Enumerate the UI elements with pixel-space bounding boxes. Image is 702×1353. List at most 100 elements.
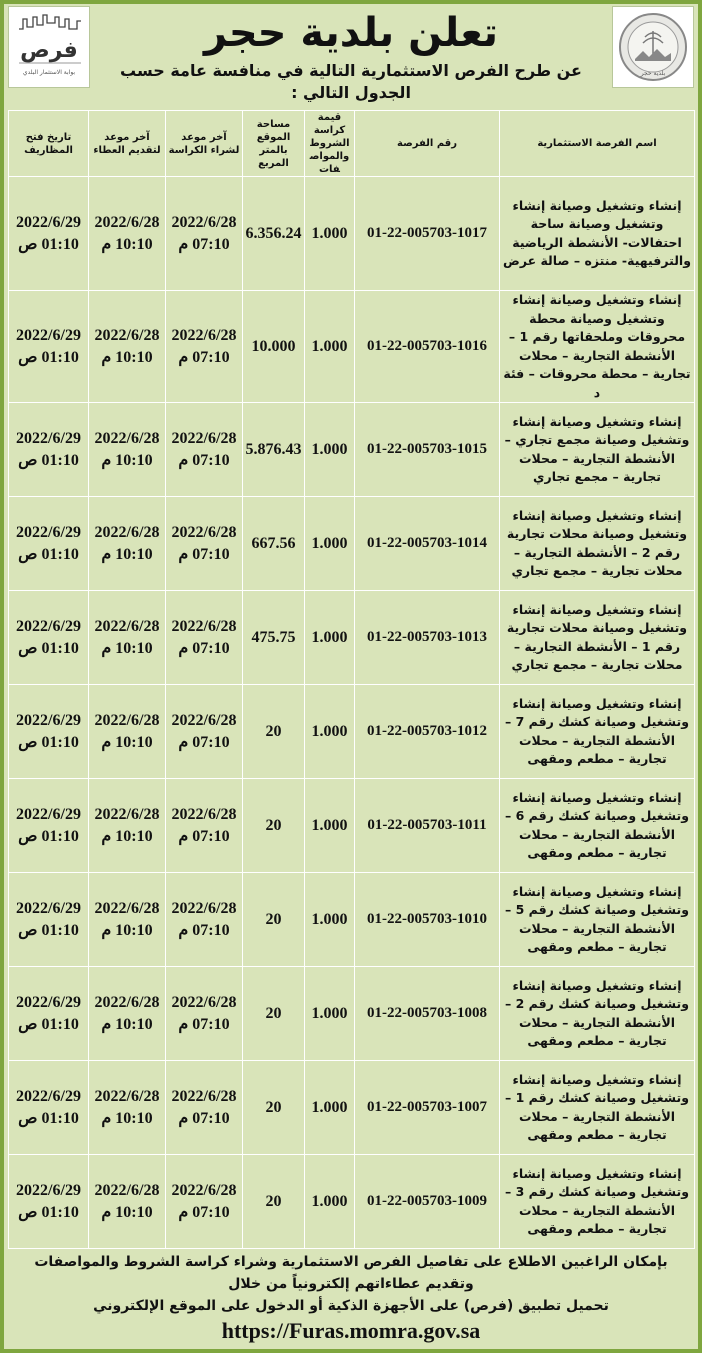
furas-logo: فرص بوابة الاستثمار البلدي <box>8 6 90 88</box>
purchase-deadline: 2022/6/28 07:10 م <box>165 872 243 967</box>
opportunity-number: 01-22-005703-1017 <box>354 176 500 291</box>
opportunity-number: 01-22-005703-1008 <box>354 966 500 1061</box>
open-deadline: 2022/6/29 01:10 ص <box>8 176 89 291</box>
submit-deadline: 2022/6/28 10:10 م <box>88 966 166 1061</box>
submit-deadline: 2022/6/28 10:10 م <box>88 176 166 291</box>
opportunity-name: إنشاء وتشغيل وصيانة إنشاء وتشغيل وصيانة … <box>499 1154 695 1249</box>
submit-deadline: 2022/6/28 10:10 م <box>88 402 166 497</box>
submit-deadline: 2022/6/28 10:10 م <box>88 778 166 873</box>
svg-text:بلدية حجر: بلدية حجر <box>640 70 666 77</box>
footer-line-2: تحميل تطبيق (فرص) على الأجهزة الذكية أو … <box>93 1298 609 1343</box>
footer-line-1: بإمكان الراغبين الاطلاع على تفاصيل الفرص… <box>34 1254 668 1292</box>
booklet-value: 1.000 <box>304 1060 355 1155</box>
purchase-deadline: 2022/6/28 07:10 م <box>165 290 243 403</box>
submit-deadline: 2022/6/28 10:10 م <box>88 496 166 591</box>
site-area: 20 <box>242 1060 305 1155</box>
header: فرص بوابة الاستثمار البلدي تعلن بلدية حج… <box>4 4 698 104</box>
opportunity-name: إنشاء وتشغيل وصيانة إنشاء وتشغيل وصيانة … <box>499 496 695 591</box>
site-area: 20 <box>242 684 305 779</box>
open-deadline: 2022/6/29 01:10 ص <box>8 496 89 591</box>
column-header: رقم الفرصة <box>354 110 500 177</box>
booklet-value: 1.000 <box>304 590 355 685</box>
site-area: 10.000 <box>242 290 305 403</box>
advertisement: فرص بوابة الاستثمار البلدي تعلن بلدية حج… <box>4 4 698 1349</box>
opportunity-number: 01-22-005703-1013 <box>354 590 500 685</box>
svg-text:بوابة الاستثمار البلدي: بوابة الاستثمار البلدي <box>23 69 76 76</box>
column-header: تاريخ فتح المظاريف <box>8 110 89 177</box>
submit-deadline: 2022/6/28 10:10 م <box>88 1060 166 1155</box>
opportunity-name: إنشاء وتشغيل وصيانة إنشاء وتشغيل وصيانة … <box>499 966 695 1061</box>
heading: تعلن بلدية حجر عن طرح الفرص الاستثمارية … <box>90 6 612 104</box>
site-area: 20 <box>242 1154 305 1249</box>
purchase-deadline: 2022/6/28 07:10 م <box>165 590 243 685</box>
open-deadline: 2022/6/29 01:10 ص <box>8 966 89 1061</box>
table-row: إنشاء وتشغيل وصيانة إنشاء وتشغيل وصيانة … <box>8 966 695 1061</box>
website-link[interactable]: https://Furas.momra.gov.sa <box>221 1318 481 1343</box>
table-row: إنشاء وتشغيل وصيانة إنشاء وتشغيل وصيانة … <box>8 590 695 685</box>
table-row: إنشاء وتشغيل وصيانة إنشاء وتشغيل وصيانة … <box>8 176 695 291</box>
open-deadline: 2022/6/29 01:10 ص <box>8 290 89 403</box>
opportunity-name: إنشاء وتشغيل وصيانة إنشاء وتشغيل وصيانة … <box>499 872 695 967</box>
table-row: إنشاء وتشغيل وصيانة إنشاء وتشغيل وصيانة … <box>8 402 695 497</box>
submit-deadline: 2022/6/28 10:10 م <box>88 872 166 967</box>
table-row: إنشاء وتشغيل وصيانة إنشاء وتشغيل وصيانة … <box>8 684 695 779</box>
column-header: مساحة الموقع بالمتر المربع <box>242 110 305 177</box>
open-deadline: 2022/6/29 01:10 ص <box>8 778 89 873</box>
purchase-deadline: 2022/6/28 07:10 م <box>165 684 243 779</box>
opportunity-name: إنشاء وتشغيل وصيانة إنشاء وتشغيل وصيانة … <box>499 590 695 685</box>
opportunities-table: اسم الفرصة الاستثمارية رقم الفرصة قيمة كرا… <box>8 110 695 1249</box>
table-row: إنشاء وتشغيل وصيانة إنشاء وتشغيل وصيانة … <box>8 290 695 403</box>
page-subtitle: عن طرح الفرص الاستثمارية التالية في مناف… <box>120 61 582 102</box>
page-title: تعلن بلدية حجر <box>203 10 499 56</box>
opportunity-name: إنشاء وتشغيل وصيانة إنشاء وتشغيل وصيانة … <box>499 778 695 873</box>
footer: بإمكان الراغبين الاطلاع على تفاصيل الفرص… <box>4 1249 698 1349</box>
column-header: آخر موعد لشراء الكراسة <box>165 110 243 177</box>
booklet-value: 1.000 <box>304 402 355 497</box>
svg-text:فرص: فرص <box>20 38 78 63</box>
submit-deadline: 2022/6/28 10:10 م <box>88 684 166 779</box>
opportunity-number: 01-22-005703-1011 <box>354 778 500 873</box>
column-header: آخر موعد لتقديم العطاء <box>88 110 166 177</box>
booklet-value: 1.000 <box>304 684 355 779</box>
site-area: 20 <box>242 966 305 1061</box>
table-row: إنشاء وتشغيل وصيانة إنشاء وتشغيل وصيانة … <box>8 1154 695 1249</box>
opportunity-number: 01-22-005703-1007 <box>354 1060 500 1155</box>
opportunity-name: إنشاء وتشغيل وصيانة إنشاء وتشغيل وصيانة … <box>499 402 695 497</box>
opportunity-name: إنشاء وتشغيل وصيانة إنشاء وتشغيل وصيانة … <box>499 176 695 291</box>
open-deadline: 2022/6/29 01:10 ص <box>8 1154 89 1249</box>
opportunity-name: إنشاء وتشغيل وصيانة إنشاء وتشغيل وصيانة … <box>499 290 695 403</box>
opportunity-number: 01-22-005703-1009 <box>354 1154 500 1249</box>
column-header: قيمة كراسة الشروط والمواصفات <box>304 110 355 177</box>
table-header-row: اسم الفرصة الاستثمارية رقم الفرصة قيمة كرا… <box>8 110 695 177</box>
booklet-value: 1.000 <box>304 496 355 591</box>
open-deadline: 2022/6/29 01:10 ص <box>8 872 89 967</box>
opportunity-number: 01-22-005703-1012 <box>354 684 500 779</box>
open-deadline: 2022/6/29 01:10 ص <box>8 1060 89 1155</box>
site-area: 20 <box>242 872 305 967</box>
opportunity-number: 01-22-005703-1014 <box>354 496 500 591</box>
booklet-value: 1.000 <box>304 872 355 967</box>
opportunity-name: إنشاء وتشغيل وصيانة إنشاء وتشغيل وصيانة … <box>499 1060 695 1155</box>
open-deadline: 2022/6/29 01:10 ص <box>8 402 89 497</box>
table-row: إنشاء وتشغيل وصيانة إنشاء وتشغيل وصيانة … <box>8 778 695 873</box>
purchase-deadline: 2022/6/28 07:10 م <box>165 966 243 1061</box>
purchase-deadline: 2022/6/28 07:10 م <box>165 1154 243 1249</box>
site-area: 5.876.43 <box>242 402 305 497</box>
column-header: اسم الفرصة الاستثمارية <box>499 110 695 177</box>
site-area: 6.356.24 <box>242 176 305 291</box>
opportunity-number: 01-22-005703-1016 <box>354 290 500 403</box>
site-area: 475.75 <box>242 590 305 685</box>
submit-deadline: 2022/6/28 10:10 م <box>88 590 166 685</box>
opportunity-number: 01-22-005703-1010 <box>354 872 500 967</box>
opportunity-name: إنشاء وتشغيل وصيانة إنشاء وتشغيل وصيانة … <box>499 684 695 779</box>
open-deadline: 2022/6/29 01:10 ص <box>8 684 89 779</box>
purchase-deadline: 2022/6/28 07:10 م <box>165 402 243 497</box>
purchase-deadline: 2022/6/28 07:10 م <box>165 778 243 873</box>
booklet-value: 1.000 <box>304 778 355 873</box>
opportunity-number: 01-22-005703-1015 <box>354 402 500 497</box>
municipality-seal: بلدية حجر <box>612 6 694 88</box>
open-deadline: 2022/6/29 01:10 ص <box>8 590 89 685</box>
site-area: 667.56 <box>242 496 305 591</box>
booklet-value: 1.000 <box>304 966 355 1061</box>
purchase-deadline: 2022/6/28 07:10 م <box>165 1060 243 1155</box>
